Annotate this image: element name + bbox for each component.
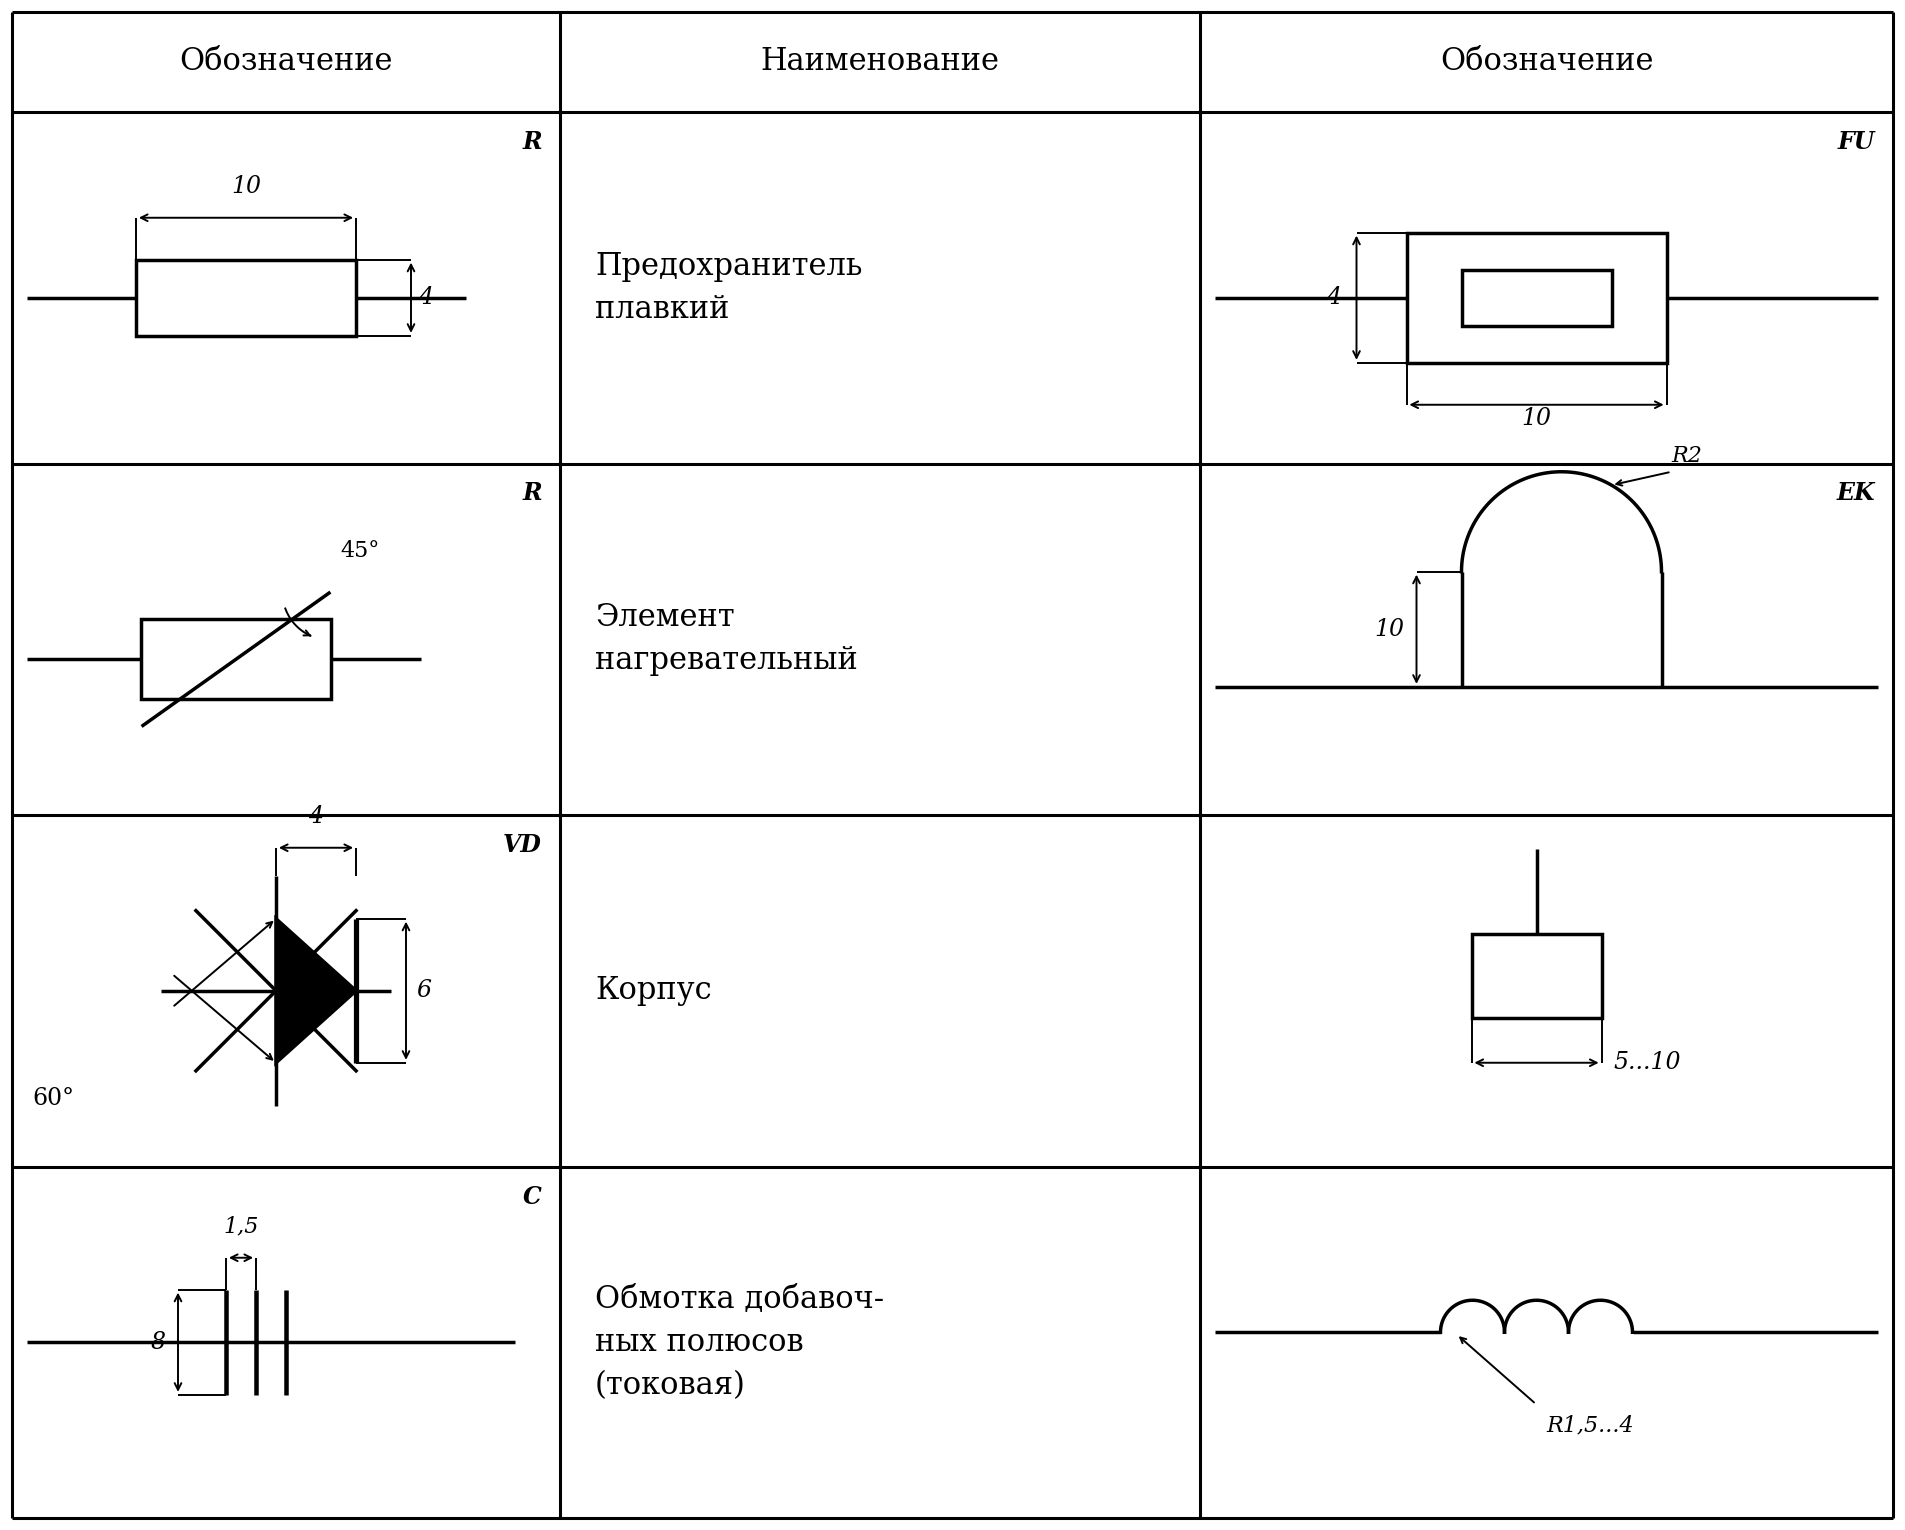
Text: Корпус: Корпус xyxy=(594,975,712,1007)
Text: 45°: 45° xyxy=(341,540,379,562)
Text: 6: 6 xyxy=(415,979,431,1002)
Text: 5...10: 5...10 xyxy=(1614,1051,1680,1074)
Text: Предохранитель
плавкий: Предохранитель плавкий xyxy=(594,251,863,324)
Text: 4: 4 xyxy=(309,805,324,828)
Text: 4: 4 xyxy=(417,286,432,309)
Text: C: C xyxy=(524,1184,543,1209)
Text: Наименование: Наименование xyxy=(760,46,1000,78)
Text: 8: 8 xyxy=(150,1331,166,1354)
Bar xyxy=(1461,269,1612,326)
Polygon shape xyxy=(276,918,356,1063)
Bar xyxy=(135,260,356,335)
Text: R1,5...4: R1,5...4 xyxy=(1547,1414,1634,1437)
Text: 4: 4 xyxy=(1326,286,1341,309)
Text: 1,5: 1,5 xyxy=(223,1216,259,1238)
Text: 10: 10 xyxy=(231,174,261,197)
Text: R: R xyxy=(522,482,543,505)
Bar xyxy=(1406,233,1667,363)
Text: Обозначение: Обозначение xyxy=(179,46,392,78)
Text: Обмотка добавоч-
ных полюсов
(токовая): Обмотка добавоч- ных полюсов (токовая) xyxy=(594,1284,884,1401)
Text: Элемент
нагревательный: Элемент нагревательный xyxy=(594,603,857,676)
Text: FU: FU xyxy=(1838,130,1875,155)
Text: Обозначение: Обозначение xyxy=(1440,46,1654,78)
Text: R2: R2 xyxy=(1671,445,1703,467)
Text: 10: 10 xyxy=(1522,407,1551,430)
Text: VD: VD xyxy=(503,832,543,857)
Text: 60°: 60° xyxy=(32,1086,74,1109)
Bar xyxy=(141,620,331,699)
Text: EK: EK xyxy=(1836,482,1875,505)
Text: R: R xyxy=(522,130,543,155)
Text: 10: 10 xyxy=(1375,618,1404,641)
Bar xyxy=(1471,933,1602,1017)
